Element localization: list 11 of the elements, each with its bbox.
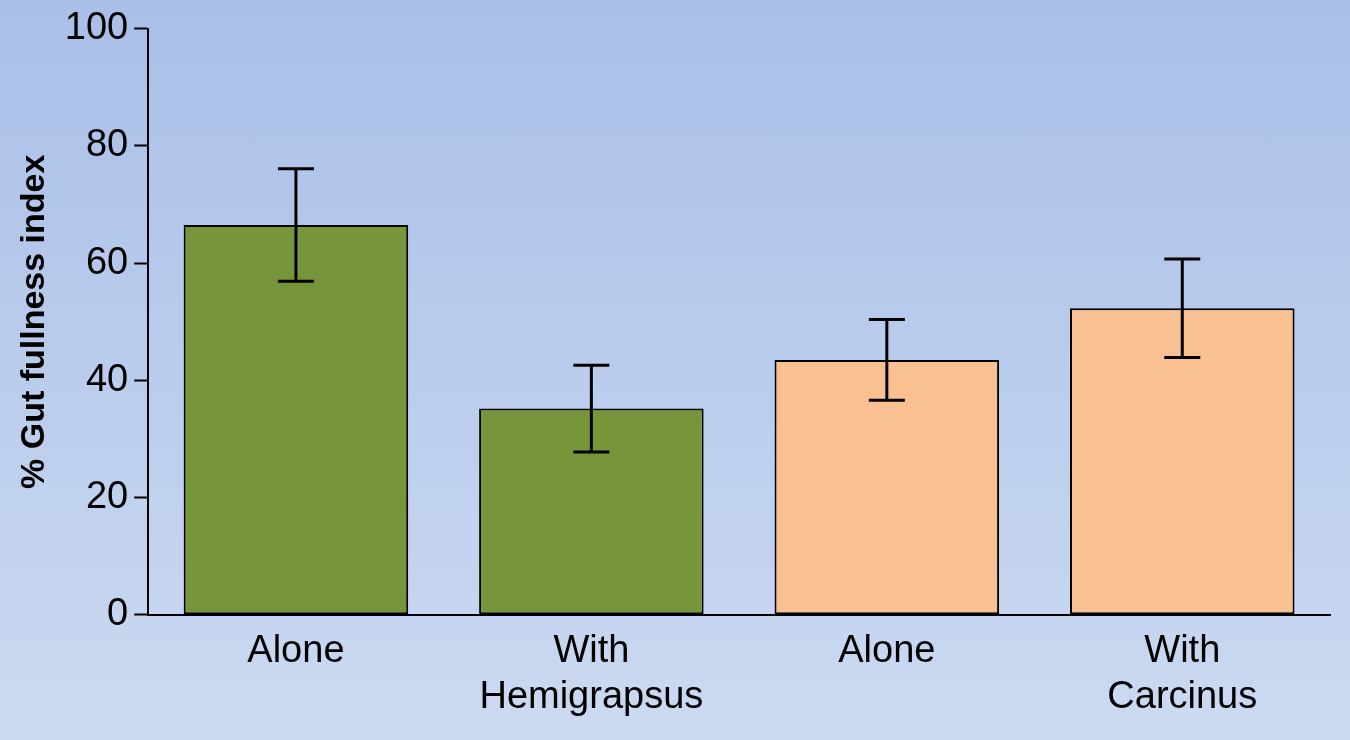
y-tick-label: 20	[85, 474, 129, 517]
y-axis-title: % Gut fullness index	[12, 154, 51, 489]
x-tick-label: With Hemigrapsus	[479, 628, 704, 716]
y-tick-label: 80	[85, 122, 129, 165]
y-tick-label: 0	[107, 591, 129, 634]
x-tick-label: Alone	[838, 628, 936, 671]
x-tick-label: With Carcinus	[1107, 628, 1258, 716]
y-tick-label: 100	[64, 5, 129, 48]
x-tick-label: Alone	[247, 628, 345, 671]
y-tick-label: 40	[85, 356, 129, 399]
y-tick-label: 60	[85, 239, 129, 282]
